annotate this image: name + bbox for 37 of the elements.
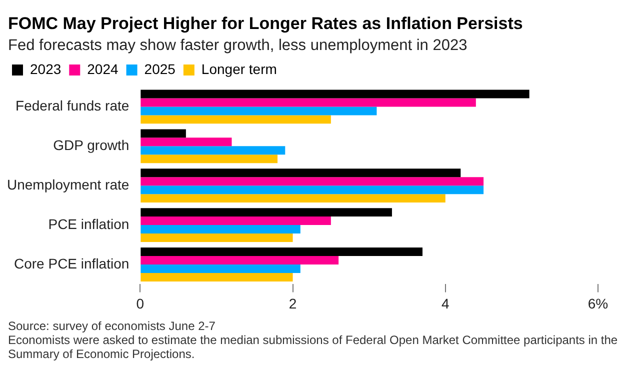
legend-label: Longer term bbox=[201, 60, 277, 77]
source-note: Source: survey of economists June 2-7 bbox=[8, 319, 216, 333]
legend-label: 2024 bbox=[87, 60, 119, 77]
bar bbox=[140, 138, 232, 146]
bar bbox=[140, 208, 392, 217]
bar bbox=[140, 177, 484, 186]
x-tick-label: 6% bbox=[588, 295, 608, 312]
bar bbox=[140, 256, 339, 264]
bar bbox=[140, 129, 186, 138]
y-tick-label: Unemployment rate bbox=[6, 176, 130, 192]
chart-subtitle: Fed forecasts may show faster growth, less unemployment in 2023 bbox=[8, 36, 468, 55]
bar bbox=[140, 115, 331, 124]
bar bbox=[140, 225, 300, 234]
chart-title: FOMC May Project Higher for Longer Rates as Inflation Persists bbox=[8, 14, 524, 34]
y-tick-label: Federal funds rate bbox=[16, 98, 130, 114]
legend-label: 2023 bbox=[30, 60, 62, 77]
bar bbox=[140, 186, 484, 194]
text: Economists were asked to estimate the median submissions of Federal Open Market Committee participants in the Summary of Economic Projections. bbox=[8, 333, 619, 361]
bar bbox=[140, 154, 278, 164]
bar bbox=[140, 194, 446, 203]
bar bbox=[140, 234, 293, 242]
legend-label: 2025 bbox=[144, 60, 176, 77]
x-tick-label: 4 bbox=[441, 295, 450, 312]
x-tick-label: 0 bbox=[136, 295, 144, 312]
bar bbox=[140, 216, 331, 226]
x-tick-label: 2 bbox=[288, 295, 297, 312]
y-tick-label: Core PCE inflation bbox=[14, 255, 130, 272]
bar bbox=[140, 272, 293, 282]
bar bbox=[140, 98, 476, 107]
y-tick-label: GDP growth bbox=[53, 137, 130, 154]
bar bbox=[140, 146, 286, 155]
bar bbox=[140, 264, 300, 273]
bar bbox=[140, 248, 422, 256]
bar bbox=[140, 90, 530, 98]
y-tick-label: PCE inflation bbox=[48, 216, 130, 232]
bar bbox=[140, 168, 461, 178]
bar bbox=[140, 106, 377, 116]
